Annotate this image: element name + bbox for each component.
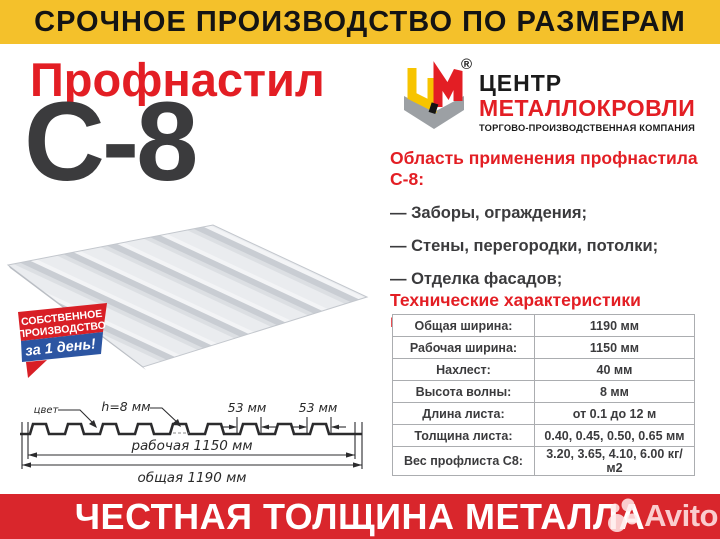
spec-value: 1190 мм <box>533 314 696 337</box>
product-model: С-8 <box>24 79 198 204</box>
spec-value: 0.40, 0.45, 0.50, 0.65 мм <box>533 424 696 447</box>
spec-label: Высота волны: <box>392 380 535 403</box>
pitch1-label: 53 мм <box>228 400 267 415</box>
top-banner-text: СРОЧНОЕ ПРОИЗВОДСТВО ПО РАЗМЕРАМ <box>34 5 686 38</box>
spec-value: 1150 мм <box>533 336 696 359</box>
logo-letter-ts <box>407 68 437 114</box>
badge-tail <box>26 360 47 378</box>
table-row: Нахлест: 40 мм <box>392 358 696 381</box>
table-row: Вес профлиста С8: 3.20, 3.65, 4.10, 6.00… <box>392 446 696 476</box>
spec-label: Рабочая ширина: <box>392 336 535 359</box>
avito-logo-icon <box>608 498 638 532</box>
logo-notch <box>428 102 439 114</box>
badge-line3: за 1 день! <box>25 336 97 359</box>
badge-red-shape <box>18 303 107 341</box>
table-row: Длина листа: от 0.1 до 12 м <box>392 402 696 425</box>
table-row: Рабочая ширина: 1150 мм <box>392 336 696 359</box>
spec-value: 3.20, 3.65, 4.10, 6.00 кг/м2 <box>533 446 696 476</box>
working-width-dimension: рабочая 1150 мм <box>28 438 355 458</box>
pitch2-label: 53 мм <box>299 400 338 415</box>
badge-blue-ribbon <box>21 332 103 362</box>
logo-text-line3: ТОРГОВО-ПРОИЗВОДСТВЕННАЯ КОМПАНИЯ <box>479 123 695 133</box>
spec-label: Длина листа: <box>392 402 535 425</box>
logo-text-line1: ЦЕНТР <box>479 70 563 96</box>
height-callout: h=8 мм <box>101 399 181 427</box>
spec-label: Вес профлиста С8: <box>392 446 535 476</box>
product-title: Профнастил <box>30 53 325 106</box>
spec-label: Толщина листа: <box>392 424 535 447</box>
bottom-banner: ЧЕСТНАЯ ТОЛЩИНА МЕТАЛЛА <box>0 494 720 539</box>
profile-diagram: рабочая 1150 мм общая 1190 мм цвет h=8 м… <box>20 399 363 486</box>
table-row: Высота волны: 8 мм <box>392 380 696 403</box>
table-row: Толщина листа: 0.40, 0.45, 0.50, 0.65 мм <box>392 424 696 447</box>
extension-lines <box>21 422 363 469</box>
spec-value: 8 мм <box>533 380 696 403</box>
application-item: — Отделка фасадов; <box>390 270 563 288</box>
top-banner: СРОЧНОЕ ПРОИЗВОДСТВО ПО РАЗМЕРАМ <box>0 0 720 44</box>
working-width-label: рабочая 1150 мм <box>130 438 252 454</box>
color-label: цвет <box>34 405 60 416</box>
table-row: Общая ширина: 1190 мм <box>392 314 696 337</box>
profile-outline <box>20 422 362 436</box>
applications-heading: Область применения профнастила С-8: <box>390 148 698 189</box>
applications-section: Область применения профнастила С-8: — За… <box>390 148 716 289</box>
spec-value: от 0.1 до 12 м <box>533 402 696 425</box>
spec-label: Общая ширина: <box>392 314 535 337</box>
logo-letter-m <box>433 61 463 107</box>
logo-text-line2: МЕТАЛЛОКРОВЛИ <box>479 95 696 121</box>
height-label: h=8 мм <box>101 399 150 414</box>
spec-value: 40 мм <box>533 358 696 381</box>
spec-label: Нахлест: <box>392 358 535 381</box>
color-callout: цвет <box>34 405 97 428</box>
avito-logo-text: Avito <box>644 498 718 533</box>
avito-watermark: Avito <box>606 495 720 537</box>
company-logo-icon <box>404 61 464 129</box>
own-production-badge: СОБСТВЕННОЕ ПРОИЗВОДСТВО за 1 день! <box>17 303 107 378</box>
overall-width-label: общая 1190 мм <box>137 470 246 486</box>
application-item: — Стены, перегородки, потолки; <box>390 237 659 255</box>
overall-width-dimension: общая 1190 мм <box>22 462 362 486</box>
application-item: — Заборы, ограждения; <box>390 204 587 222</box>
pitch-dimension-2: 53 мм <box>292 400 346 434</box>
pitch-dimension-1: 53 мм <box>222 400 276 434</box>
bottom-banner-text: ЧЕСТНАЯ ТОЛЩИНА МЕТАЛЛА <box>74 495 646 537</box>
registered-mark: ® <box>461 56 473 73</box>
specs-table: Общая ширина: 1190 мм Рабочая ширина: 11… <box>392 314 696 476</box>
